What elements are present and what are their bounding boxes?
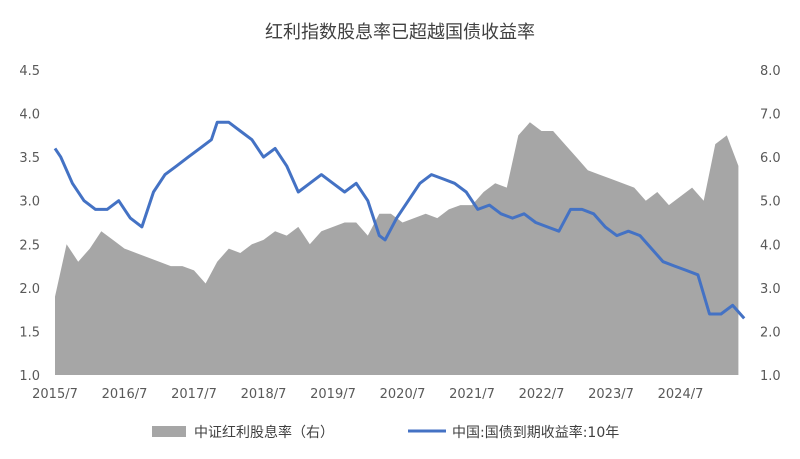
left-axis-tick-label: 3.5 [19, 151, 40, 166]
right-axis-ticks: 1.0 2.0 3.0 4.0 5.0 6.0 7.0 8.0 [760, 64, 781, 384]
left-axis-ticks: 1.0 1.5 2.0 2.5 3.0 3.5 4.0 4.5 [19, 64, 40, 384]
x-axis-tick-label: 2019/7 [310, 387, 356, 402]
left-axis-tick-label: 1.5 [19, 325, 40, 340]
right-axis-tick-label: 5.0 [760, 195, 781, 210]
x-axis-tick-label: 2024/7 [658, 387, 704, 402]
right-axis-tick-label: 6.0 [760, 151, 781, 166]
bond-yield-line [53, 120, 746, 320]
x-axis-tick-label: 2016/7 [102, 387, 148, 402]
right-axis-tick-label: 8.0 [760, 64, 781, 79]
right-axis-tick-label: 2.0 [760, 325, 781, 340]
left-axis-tick-label: 2.5 [19, 238, 40, 253]
left-axis-tick-label: 2.0 [19, 282, 40, 297]
x-axis-ticks: 2015/7 2016/7 2017/7 2018/7 2019/7 2020/7 2021… [32, 387, 703, 402]
left-axis-tick-label: 3.0 [19, 195, 40, 210]
dividend-yield-area-layer [55, 122, 739, 375]
right-axis-tick-label: 3.0 [760, 282, 781, 297]
left-axis-tick-label: 4.5 [19, 64, 40, 79]
legend-label-dividend-yield: 中证红利股息率（右） [194, 424, 334, 441]
x-axis-tick-label: 2020/7 [380, 387, 426, 402]
right-axis-tick-label: 7.0 [760, 108, 781, 123]
legend: 中证红利股息率（右） 中国:国债到期收益率:10年 [152, 424, 619, 441]
x-axis-tick-label: 2023/7 [588, 387, 634, 402]
left-axis-tick-label: 1.0 [19, 369, 40, 384]
legend-area-swatch [152, 426, 186, 437]
bond-yield-line-layer [53, 120, 746, 320]
x-axis-tick-label: 2021/7 [449, 387, 495, 402]
legend-label-bond-yield: 中国:国债到期收益率:10年 [452, 424, 619, 441]
x-axis-tick-label: 2017/7 [171, 387, 217, 402]
right-axis-tick-label: 4.0 [760, 238, 781, 253]
x-axis-tick-label: 2015/7 [32, 387, 78, 402]
dividend-yield-area [55, 122, 739, 375]
x-axis-tick-label: 2018/7 [241, 387, 287, 402]
right-axis-tick-label: 1.0 [760, 369, 781, 384]
left-axis-tick-label: 4.0 [19, 108, 40, 123]
x-axis-tick-label: 2022/7 [519, 387, 565, 402]
chart-title: 红利指数股息率已超越国债收益率 [265, 22, 535, 43]
